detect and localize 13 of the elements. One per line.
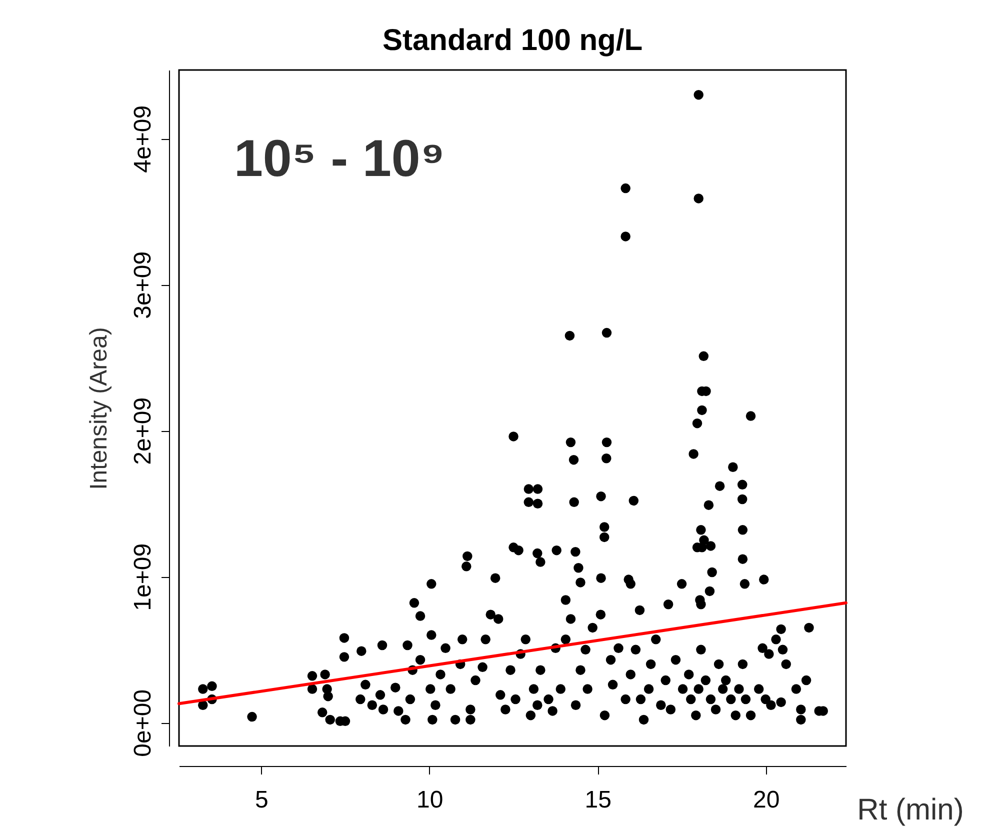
x-axis-title: Rt (min): [857, 794, 964, 826]
x-tick-label: 5: [254, 786, 268, 814]
y-tick-label: 0e+00: [130, 689, 156, 757]
y-tick-label: 2e+09: [130, 397, 156, 465]
x-tick-label: 20: [753, 786, 780, 814]
annotation: 10⁵ - 10⁹: [234, 130, 445, 188]
y-tick-label: 1e+09: [130, 543, 156, 611]
chart-title: Standard 100 ng/L: [382, 24, 643, 57]
x-tick-label: 15: [584, 786, 612, 814]
y-tick-label: 3e+09: [130, 251, 156, 319]
y-tick-label: 4e+09: [130, 105, 156, 173]
y-axis-title: Intensity (Area): [86, 327, 112, 490]
x-tick-label: 10: [416, 786, 444, 814]
